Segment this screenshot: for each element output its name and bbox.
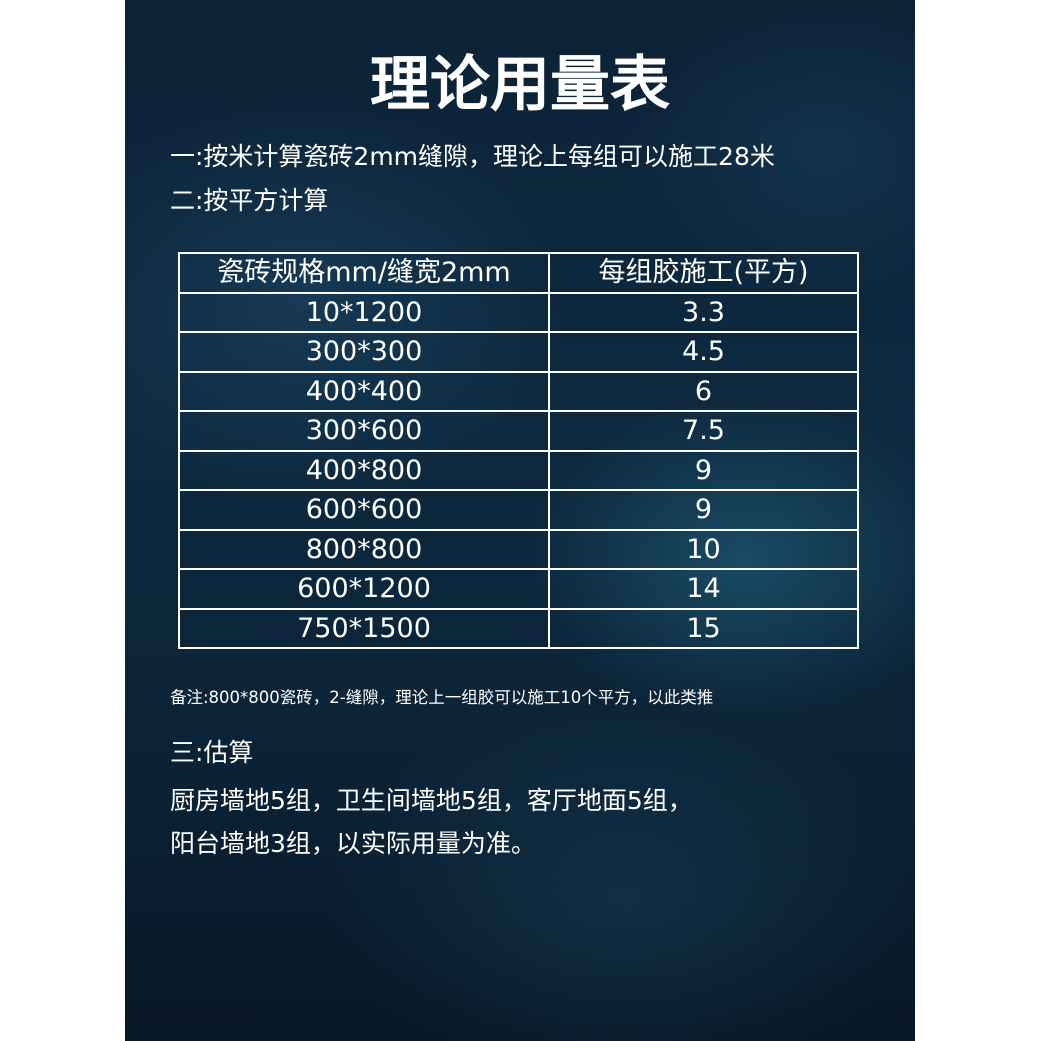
table-cell: 300*600 (178, 410, 550, 452)
note: 备注:800*800瓷砖，2-缝隙，理论上一组胶可以施工10个平方，以此类推 (170, 688, 714, 707)
text-line: 厨房墙地5组，卫生间墙地5组，客厅地面5组， (170, 786, 693, 815)
table-cell: 6 (548, 370, 859, 412)
table-cell: 400*400 (178, 370, 550, 412)
header-cell: 每组胶施工(平方) (548, 252, 859, 294)
table-cell: 600*600 (178, 489, 550, 531)
table-cell: 750*1500 (178, 607, 550, 649)
poster: 理论用量表 一:按米计算瓷砖2mm缝隙，理论上每组可以施工28米 二:按平方计算… (125, 0, 915, 1041)
table-cell: 10*1200 (178, 291, 550, 333)
title: 理论用量表 (370, 50, 670, 120)
usage-table: 瓷砖规格mm/缝宽2mm 每组胶施工(平方) 10*1200 3.3 300*300… (178, 252, 859, 649)
text-line: 一:按米计算瓷砖2mm缝隙，理论上每组可以施工28米 (170, 142, 775, 171)
table-cell: 15 (548, 607, 859, 649)
table-cell: 300*300 (178, 331, 550, 373)
table-row: 300*300 4.5 (178, 331, 859, 373)
text-line: 阳台墙地3组，以实际用量为准。 (170, 829, 536, 858)
table-cell: 14 (548, 568, 859, 610)
table-cell: 10 (548, 528, 859, 570)
table-cell: 7.5 (548, 410, 859, 452)
table-row: 750*1500 15 (178, 607, 859, 649)
table-row: 400*400 6 (178, 370, 859, 412)
table-cell: 9 (548, 449, 859, 491)
header-cell: 瓷砖规格mm/缝宽2mm (178, 252, 550, 294)
table-row: 400*800 9 (178, 449, 859, 491)
table-row: 600*1200 14 (178, 568, 859, 610)
table-row: 600*600 9 (178, 489, 859, 531)
table-cell: 800*800 (178, 528, 550, 570)
table-cell: 3.3 (548, 291, 859, 333)
table-cell: 4.5 (548, 331, 859, 373)
table-row: 800*800 10 (178, 528, 859, 570)
table-cell: 600*1200 (178, 568, 550, 610)
table-row: 300*600 7.5 (178, 410, 859, 452)
section-heading: 三:估算 (170, 738, 254, 767)
table-cell: 9 (548, 489, 859, 531)
table-cell: 400*800 (178, 449, 550, 491)
table-row: 10*1200 3.3 (178, 291, 859, 333)
text-line: 二:按平方计算 (170, 186, 329, 215)
header-row: 瓷砖规格mm/缝宽2mm 每组胶施工(平方) (178, 252, 859, 294)
